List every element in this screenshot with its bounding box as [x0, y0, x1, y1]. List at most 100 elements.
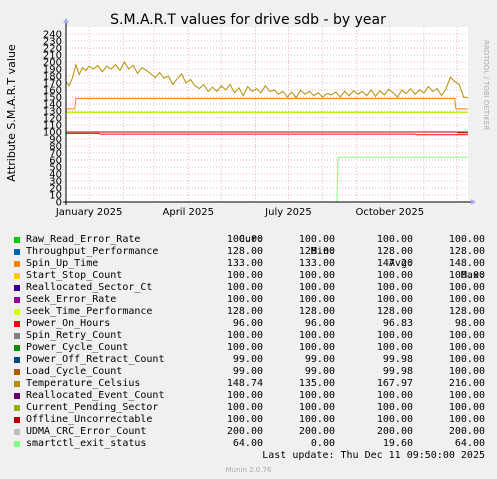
y-tick-label: 130 [43, 107, 62, 118]
x-tick-label: July 2025 [264, 207, 312, 218]
series-avg: 100.00 [376, 294, 413, 305]
legend: Cur: Min: Avg: Max: Raw_Read_Error_Rate 1… [13, 222, 493, 450]
series-name: Power_Cycle_Count [26, 342, 129, 353]
column-cur: Cur: [238, 234, 263, 245]
series-min: 128.00 [298, 306, 335, 317]
y-tick-label: 230 [43, 37, 62, 48]
series-cur: 148.74 [226, 378, 263, 389]
series-max: 98.00 [454, 318, 485, 329]
series-name: Seek_Error_Rate [26, 294, 117, 305]
column-min: Min: [310, 246, 335, 257]
y-tick-label: 0 [56, 198, 62, 209]
series-max: 100.00 [448, 294, 485, 305]
series-max: 100.00 [448, 234, 485, 245]
series-name: smartctl_exit_status [26, 438, 147, 449]
x-tick-label: April 2025 [163, 207, 214, 218]
series-name: UDMA_CRC_Error_Count [26, 426, 147, 437]
y-tick-label: 10 [49, 191, 62, 202]
y-tick-label: 30 [49, 177, 62, 188]
legend-swatch [14, 345, 20, 351]
series-max: 128.00 [448, 246, 485, 257]
legend-row: smartctl_exit_status 64.00 0.00 19.60 64.00 [13, 438, 493, 450]
series-max: 100.00 [448, 366, 485, 377]
legend-swatch [14, 381, 20, 387]
series-cur: 100.00 [226, 234, 263, 245]
plot-area [66, 27, 468, 202]
series-min: 100.00 [298, 414, 335, 425]
series-cur: 100.00 [226, 402, 263, 413]
series-min: 135.00 [298, 378, 335, 389]
series-min: 99.00 [304, 354, 335, 365]
series-name: Reallocated_Event_Count [26, 390, 165, 401]
legend-row: Temperature_Celsius 148.74 135.00 167.97 216… [13, 378, 493, 390]
series-max: 100.00 [448, 330, 485, 341]
legend-swatch [14, 369, 20, 375]
series-name: Start_Stop_Count [26, 270, 123, 281]
series-name: Load_Cycle_Count [26, 366, 123, 377]
series-avg: 100.00 [376, 402, 413, 413]
y-tick-label: 40 [49, 170, 62, 181]
footer: Munin 2.0.76 [225, 466, 272, 474]
column-avg: Avg: [388, 258, 413, 269]
series-avg: 128.00 [376, 306, 413, 317]
axes: 0102030405060708090100110120130140150160… [43, 18, 476, 218]
y-tick-label: 90 [49, 135, 62, 146]
series-name: Spin_Retry_Count [26, 330, 123, 341]
series-line [65, 60, 469, 99]
series-avg: 100.00 [376, 390, 413, 401]
legend-row: Offline_Uncorrectable 100.00 100.00 100.00 1… [13, 414, 493, 426]
legend-row: Throughput_Performance 128.00 128.00 128.00… [13, 246, 493, 258]
y-tick-label: 100 [43, 128, 62, 139]
series-name: Temperature_Celsius [26, 378, 141, 389]
series-name: Raw_Read_Error_Rate [26, 234, 141, 245]
series-cur: 100.00 [226, 270, 263, 281]
series-max: 64.00 [454, 438, 485, 449]
series-cur: 96.00 [232, 318, 263, 329]
x-tick-label: January 2025 [55, 207, 123, 218]
y-tick-label: 60 [49, 156, 62, 167]
series-max: 100.00 [448, 282, 485, 293]
series-max: 100.00 [448, 402, 485, 413]
series-avg: 100.00 [376, 270, 413, 281]
series-cur: 99.00 [232, 354, 263, 365]
series-name: Power_On_Hours [26, 318, 111, 329]
series-cur: 64.00 [232, 438, 263, 449]
series-avg: 100.00 [376, 330, 413, 341]
series-min: 96.00 [304, 318, 335, 329]
legend-row: Reallocated_Sector_Ct 100.00 100.00 100.00 1… [13, 282, 493, 294]
series-min: 200.00 [298, 426, 335, 437]
series-cur: 100.00 [226, 390, 263, 401]
series-cur: 133.00 [226, 258, 263, 269]
series-avg: 128.00 [376, 246, 413, 257]
series-avg: 96.83 [382, 318, 413, 329]
series-max: 200.00 [448, 426, 485, 437]
series-min: 100.00 [298, 390, 335, 401]
legend-swatch [14, 429, 20, 435]
series-avg: 100.00 [376, 342, 413, 353]
y-tick-label: 80 [49, 142, 62, 153]
legend-swatch [14, 273, 20, 279]
chart-title: S.M.A.R.T values for drive sdb - by year [110, 12, 386, 28]
series-max: 100.00 [448, 354, 485, 365]
series-avg: 200.00 [376, 426, 413, 437]
legend-row: Raw_Read_Error_Rate 100.00 100.00 100.00 100… [13, 234, 493, 246]
series-min: 100.00 [298, 342, 335, 353]
series-max: 100.00 [448, 270, 485, 281]
series-min: 100.00 [298, 270, 335, 281]
legend-swatch [14, 249, 20, 255]
legend-row: Load_Cycle_Count 99.00 99.00 99.98 100.00 [13, 366, 493, 378]
series-cur: 128.00 [226, 306, 263, 317]
series-min: 100.00 [298, 234, 335, 245]
legend-swatch [14, 405, 20, 411]
y-axis-arrow [63, 18, 69, 23]
series-cur: 100.00 [226, 294, 263, 305]
series-lines [65, 60, 469, 203]
legend-swatch [14, 237, 20, 243]
series-name: Power_Off_Retract_Count [26, 354, 165, 365]
legend-row: Start_Stop_Count 100.00 100.00 100.00 100.00 [13, 270, 493, 282]
series-avg: 100.00 [376, 234, 413, 245]
y-tick-label: 160 [43, 86, 62, 97]
legend-row: Spin_Up_Time 133.00 133.00 147.20 148.00 [13, 258, 493, 270]
legend-swatch [14, 441, 20, 447]
series-avg: 99.98 [382, 366, 413, 377]
